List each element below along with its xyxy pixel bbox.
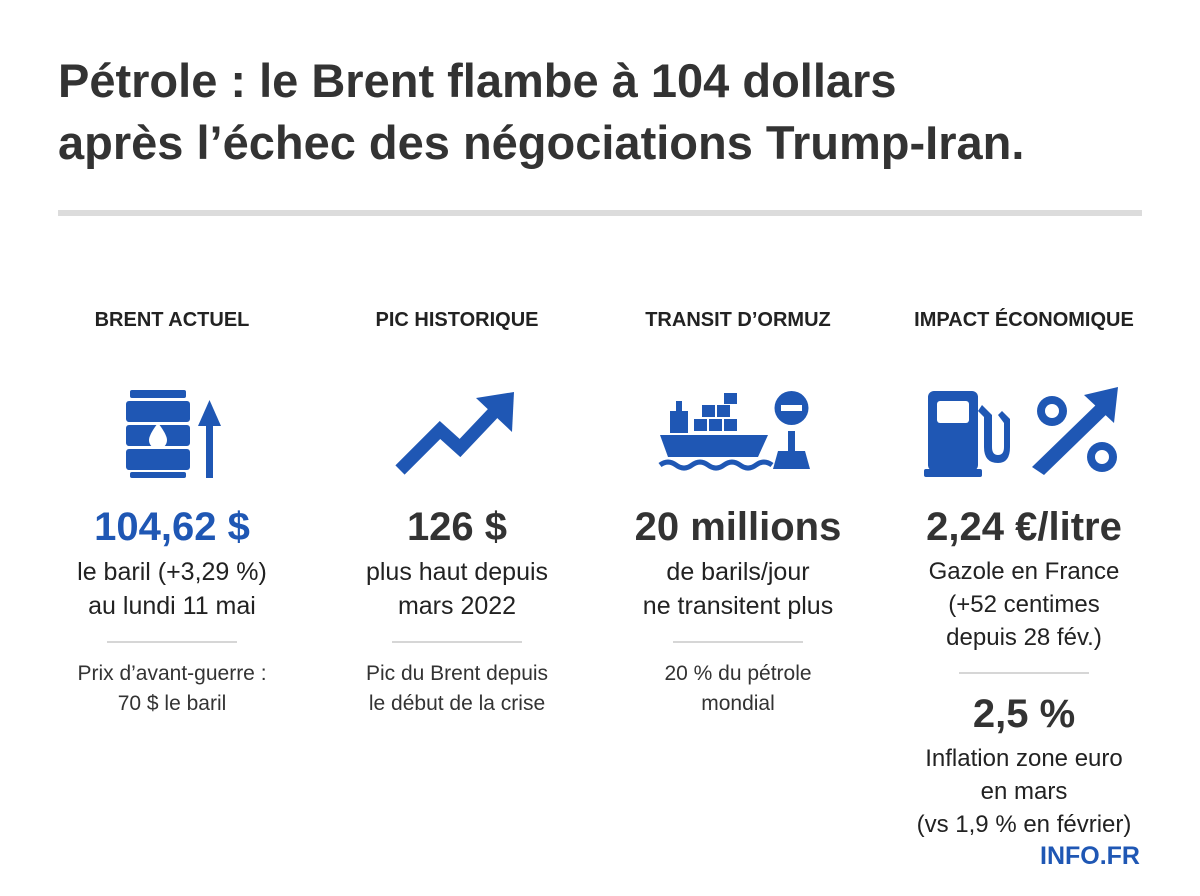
stat-separator	[392, 641, 522, 643]
trend-up-arrow-icon	[317, 383, 597, 483]
stat-value: 20 millions	[634, 505, 842, 549]
stat-brent-actuel: BRENT ACTUEL 104,62 $ le baril (+3,29 %)…	[32, 305, 312, 719]
divider	[58, 210, 1142, 216]
stat-value-secondary: 2,5 %	[972, 692, 1076, 736]
stat-note: 20 % du pétrole mondial	[664, 662, 812, 715]
stat-label: IMPACT ÉCONOMIQUE	[914, 309, 1134, 331]
stat-separator	[959, 672, 1089, 674]
stat-pic-historique: PIC HISTORIQUE 126 $ plus haut depuis ma…	[317, 305, 597, 719]
stat-label: TRANSIT D’ORMUZ	[645, 309, 831, 331]
stat-value: 2,24 €/litre	[926, 505, 1122, 549]
stat-value: 104,62 $	[94, 505, 250, 549]
stat-desc: plus haut depuis mars 2022	[365, 558, 549, 620]
headline: Pétrole : le Brent flambe à 104 dollars …	[58, 50, 1158, 174]
stat-transit-ormuz: TRANSIT D’ORMUZ 20 millions de barils/j	[598, 305, 878, 719]
stat-note: Prix d’avant-guerre : 70 $ le baril	[77, 662, 267, 715]
fuel-pump-percent-icon	[884, 383, 1164, 483]
brand-logo: INFO.FR	[1040, 842, 1140, 870]
stat-impact-economique: IMPACT ÉCONOMIQUE 2,24 €/litre Gazole en…	[884, 305, 1164, 841]
stat-desc: de barils/jour ne transitent plus	[642, 558, 834, 620]
stat-note: Pic du Brent depuis le début de la crise	[365, 662, 549, 715]
stat-label: PIC HISTORIQUE	[375, 309, 539, 331]
headline-line-1: Pétrole : le Brent flambe à 104 dollars	[58, 54, 897, 107]
stat-desc-secondary: Inflation zone euro en mars (vs 1,9 % en…	[916, 745, 1132, 838]
stat-separator	[673, 641, 803, 643]
stat-desc: Gazole en France (+52 centimes depuis 28…	[928, 558, 1120, 651]
headline-line-2: après l’échec des négociations Trump-Ira…	[58, 116, 1025, 169]
oil-barrel-up-icon	[32, 383, 312, 483]
tanker-ship-blocked-icon	[598, 383, 878, 483]
stat-value: 126 $	[406, 505, 508, 549]
stat-separator	[107, 641, 237, 643]
stat-desc: le baril (+3,29 %) au lundi 11 mai	[77, 558, 267, 620]
stat-label: BRENT ACTUEL	[94, 309, 250, 331]
